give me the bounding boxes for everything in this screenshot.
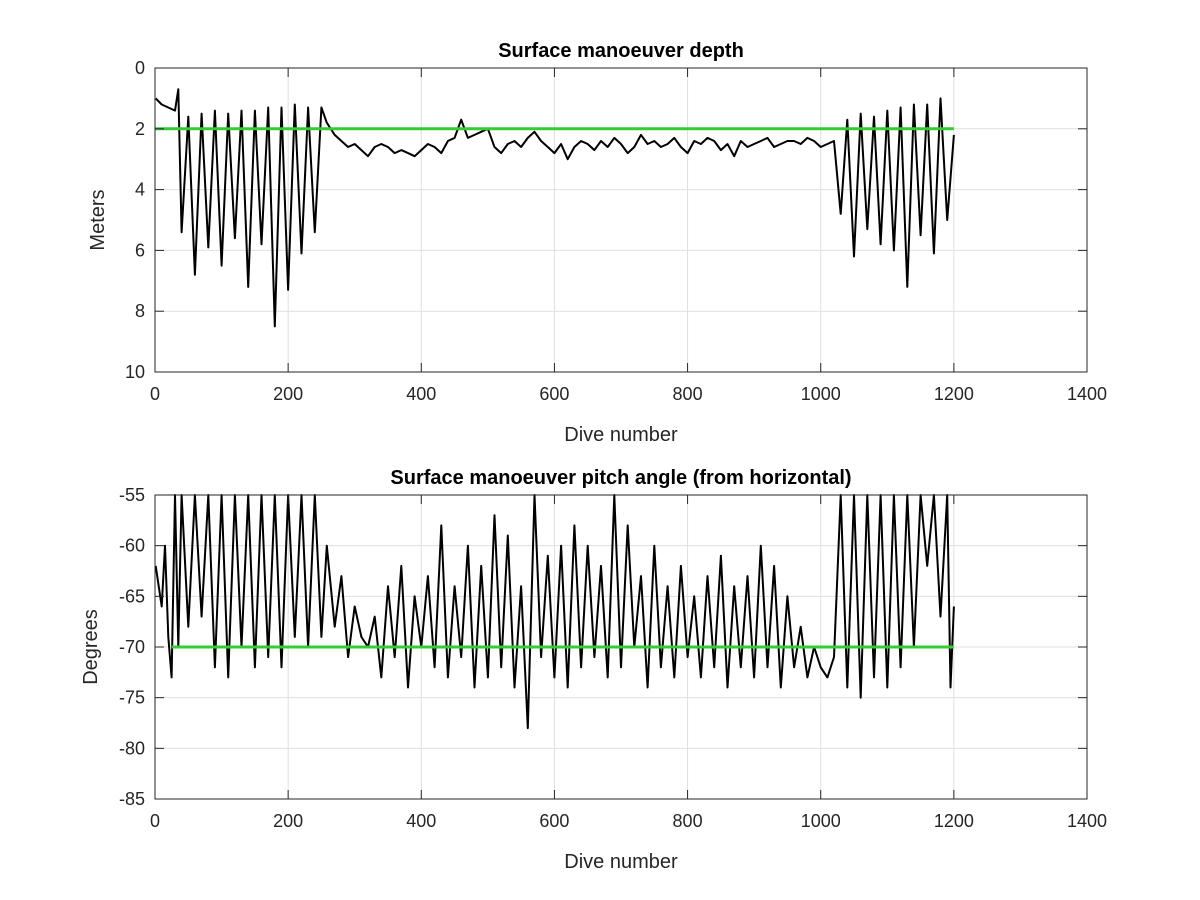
- depth-panel: Surface manoeuver depth 0 200 400 600 800 100…: [87, 40, 1107, 446]
- pitch-y-tick-label: -80: [119, 738, 145, 758]
- depth-y-tick-label: 0: [135, 58, 145, 78]
- pitch-series-line: [154, 494, 955, 730]
- pitch-chart-title: Surface manoeuver pitch angle (from hori…: [390, 467, 851, 489]
- depth-x-tick-label: 1400: [1067, 384, 1107, 404]
- pitch-x-tick-label: 800: [673, 811, 703, 831]
- pitch-x-tick-label: 600: [539, 811, 569, 831]
- depth-x-tick-label: 400: [406, 384, 436, 404]
- pitch-x-tick-label: 1200: [934, 811, 974, 831]
- depth-y-tick-label: 10: [125, 362, 145, 382]
- depth-y-tick-label: 4: [135, 180, 145, 200]
- pitch-y-tick-label: -55: [119, 485, 145, 505]
- pitch-y-tick-label: -60: [119, 536, 145, 556]
- pitch-series: [154, 494, 955, 730]
- depth-x-axis-label: Dive number: [564, 424, 678, 446]
- depth-series-line: [154, 88, 955, 328]
- pitch-x-tick-label: 400: [406, 811, 436, 831]
- depth-series: [154, 88, 955, 328]
- depth-x-tick-label: 1000: [801, 384, 841, 404]
- depth-x-tick-label: 800: [673, 384, 703, 404]
- pitch-panel: Surface manoeuver pitch angle (from hori…: [80, 467, 1107, 873]
- pitch-y-tick-label: -75: [119, 688, 145, 708]
- pitch-y-tick-label: -70: [119, 637, 145, 657]
- depth-x-tick-label: 0: [150, 384, 160, 404]
- depth-y-tick-label: 8: [135, 301, 145, 321]
- depth-ticks: 0 200 400 600 800 1000 1200 1400 0 2 4 6 8 10: [125, 58, 1107, 404]
- pitch-y-tick-label: -85: [119, 789, 145, 809]
- depth-y-tick-label: 6: [135, 240, 145, 260]
- depth-axes-box: [154, 67, 1088, 373]
- depth-y-tick-label: 2: [135, 119, 145, 139]
- depth-y-axis-label: Meters: [87, 189, 109, 250]
- pitch-x-tick-label: 1000: [801, 811, 841, 831]
- depth-x-tick-label: 200: [273, 384, 303, 404]
- depth-x-tick-label: 1200: [934, 384, 974, 404]
- pitch-x-tick-label: 1400: [1067, 811, 1107, 831]
- depth-chart-title: Surface manoeuver depth: [498, 40, 744, 62]
- pitch-y-tick-label: -65: [119, 586, 145, 606]
- pitch-x-axis-label: Dive number: [564, 851, 678, 873]
- depth-x-tick-label: 600: [539, 384, 569, 404]
- pitch-x-tick-label: 0: [150, 811, 160, 831]
- pitch-y-axis-label: Degrees: [80, 609, 102, 685]
- pitch-x-tick-label: 200: [273, 811, 303, 831]
- pitch-ticks: 0 200 400 600 800 1000 1200 1400 -55 -60 -65 -70 -75…: [119, 485, 1107, 831]
